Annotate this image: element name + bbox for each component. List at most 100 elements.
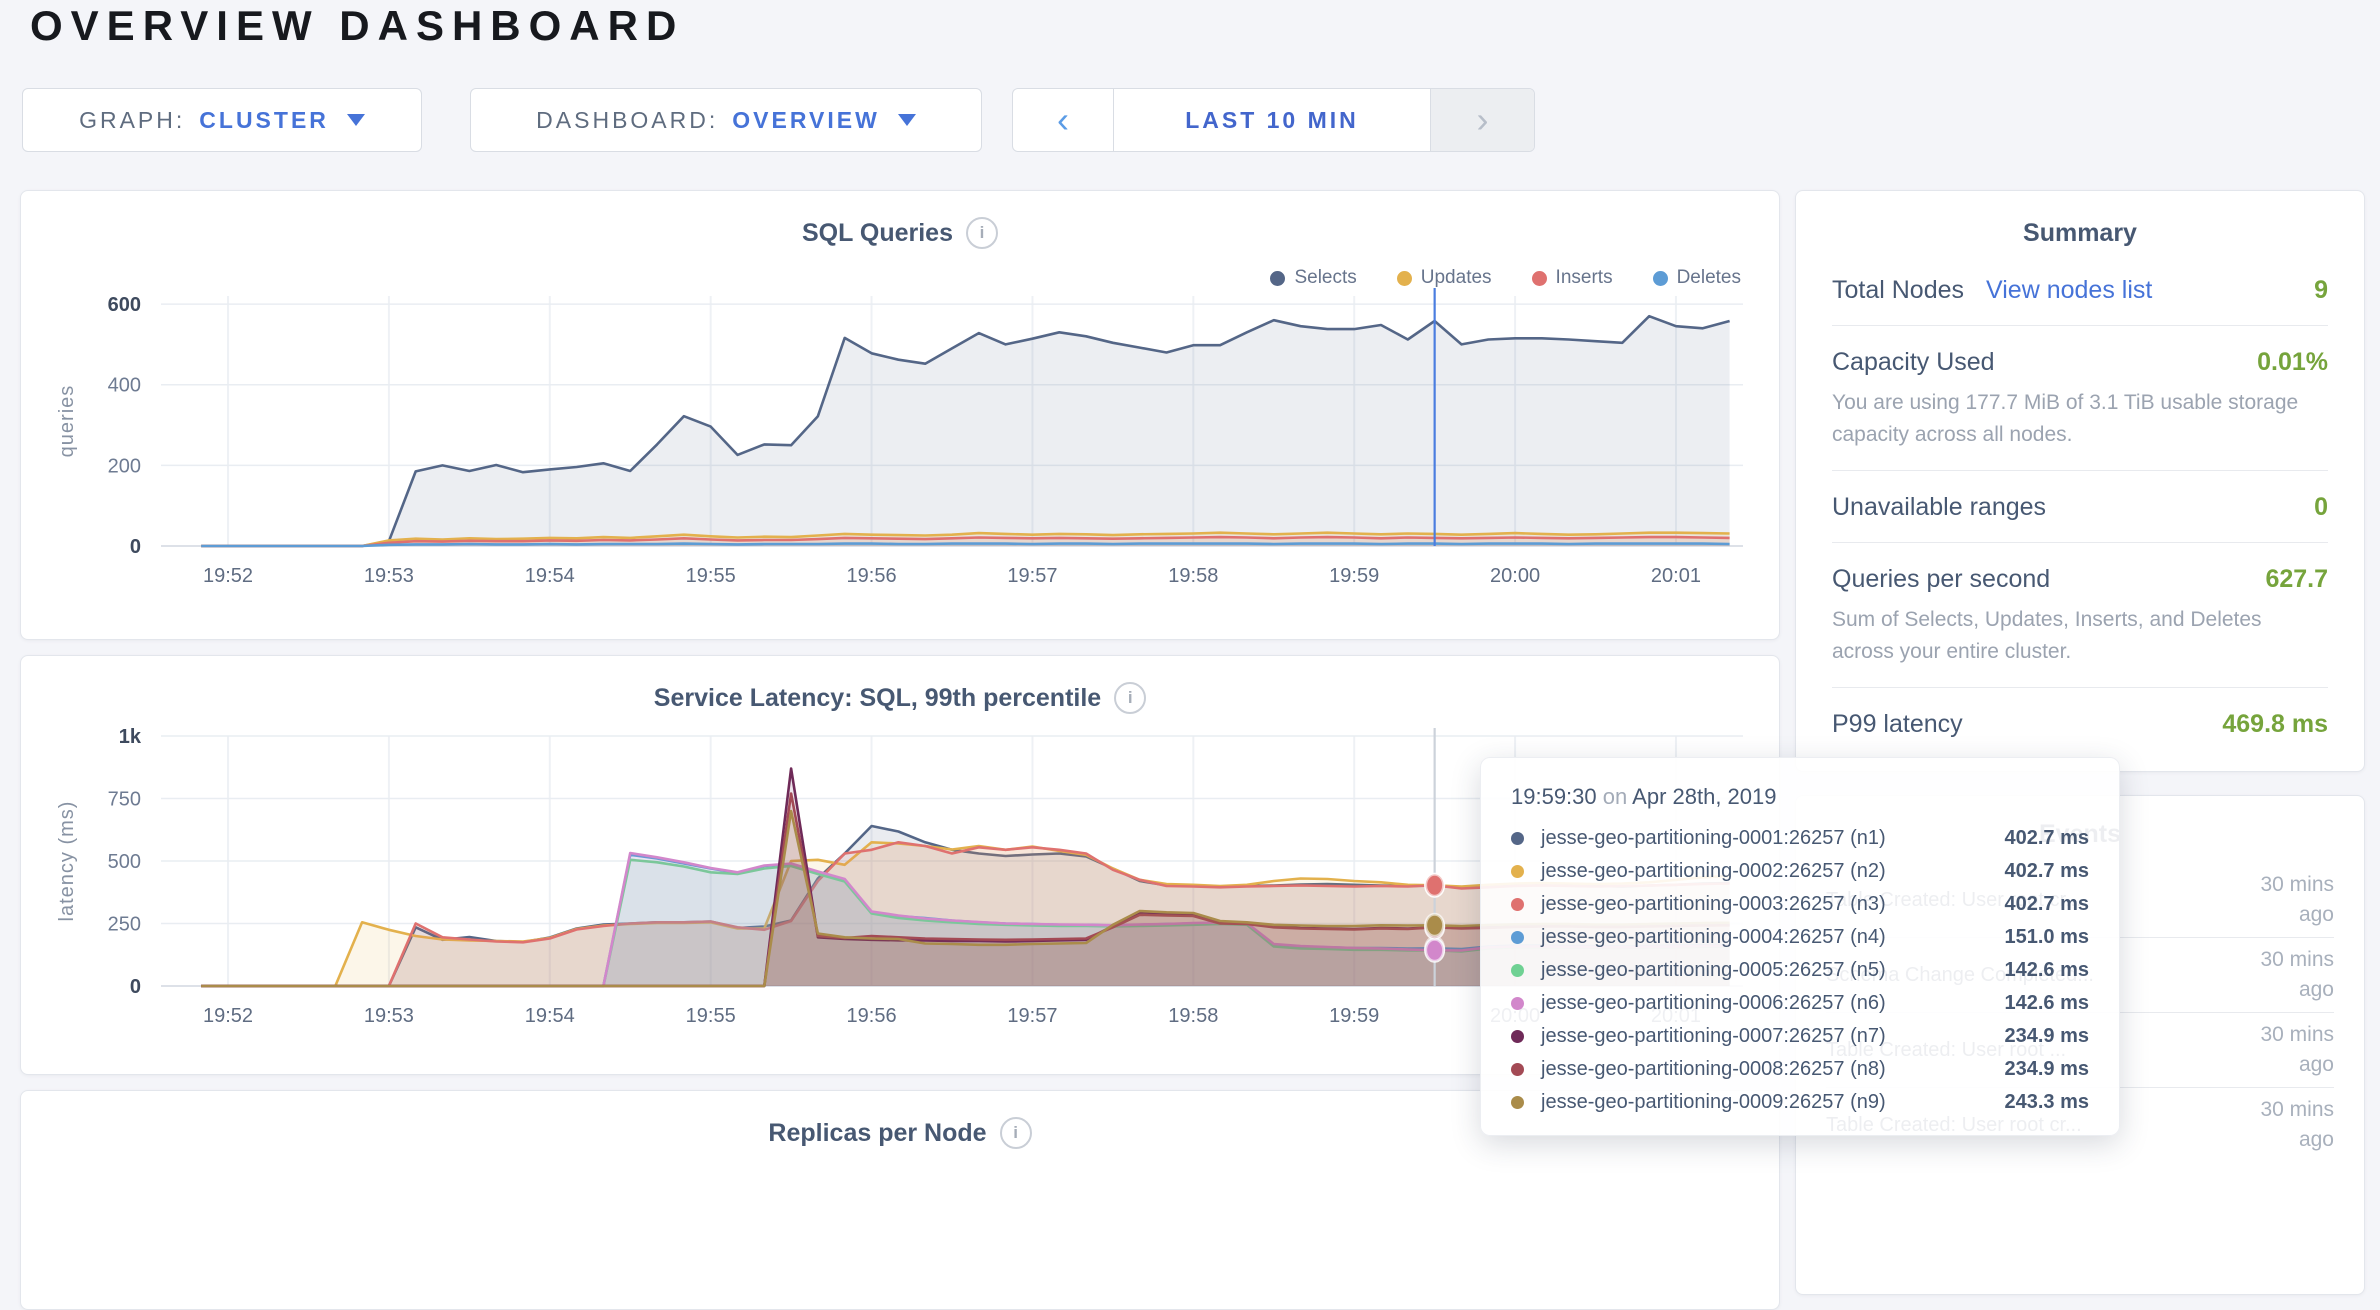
view-nodes-list-link[interactable]: View nodes list <box>1986 276 2153 304</box>
graph-dropdown-value: CLUSTER <box>199 106 329 133</box>
tooltip-node-row: jesse-geo-partitioning-0009:26257 (n9) 24… <box>1511 1086 2089 1119</box>
total-nodes-label: Total Nodes <box>1832 276 1965 304</box>
legend-label: Deletes <box>1676 267 1741 288</box>
chevron-down-icon <box>346 114 365 126</box>
graph-dropdown-label: GRAPH: <box>79 106 186 133</box>
node-color-dot-icon <box>1511 931 1524 944</box>
time-range-prev-button[interactable]: ‹ <box>1013 89 1113 151</box>
node-name: jesse-geo-partitioning-0005:26257 (n5) <box>1541 959 1886 981</box>
legend-dot-icon <box>1396 270 1412 286</box>
tooltip-node-row: jesse-geo-partitioning-0008:26257 (n8) 23… <box>1511 1053 2089 1086</box>
unavailable-ranges-value: 0 <box>2314 493 2328 521</box>
svg-text:200: 200 <box>108 455 141 477</box>
legend-label: Selects <box>1294 267 1357 288</box>
node-name: jesse-geo-partitioning-0001:26257 (n1) <box>1541 827 1886 849</box>
svg-text:0: 0 <box>130 976 141 998</box>
chevron-down-icon <box>897 114 916 126</box>
node-name: jesse-geo-partitioning-0008:26257 (n8) <box>1541 1058 1886 1080</box>
legend-item-updates[interactable]: Updates <box>1396 267 1492 289</box>
svg-text:queries: queries <box>56 385 78 458</box>
overview-dashboard-page: OVERVIEW DASHBOARD GRAPH: CLUSTER DASHBO… <box>20 2 2365 1310</box>
legend-item-inserts[interactable]: Inserts <box>1531 267 1613 289</box>
tooltip-node-row: jesse-geo-partitioning-0006:26257 (n6) 14… <box>1511 987 2089 1020</box>
legend-item-selects[interactable]: Selects <box>1270 267 1357 289</box>
summary-row-total-nodes: Total Nodes View nodes list 9 <box>1832 254 2328 326</box>
time-range-next-button[interactable]: › <box>1430 89 1534 151</box>
node-latency-value: 142.6 ms <box>2004 992 2089 1014</box>
svg-text:19:57: 19:57 <box>1007 1005 1057 1027</box>
time-range-selector: ‹ LAST 10 MIN › <box>1012 88 1535 152</box>
summary-row-unavailable-ranges: Unavailable ranges 0 <box>1832 471 2328 543</box>
svg-text:19:57: 19:57 <box>1007 565 1057 587</box>
service-latency-panel: Service Latency: SQL, 99th percentile i … <box>20 655 1780 1075</box>
capacity-used-value: 0.01% <box>2257 348 2328 376</box>
svg-text:250: 250 <box>108 914 141 936</box>
unavailable-ranges-label: Unavailable ranges <box>1832 493 2047 521</box>
tooltip-node-row: jesse-geo-partitioning-0003:26257 (n3) 40… <box>1511 888 2089 921</box>
replicas-per-node-title: Replicas per Node <box>768 1118 987 1147</box>
chevron-right-icon: › <box>1476 99 1489 140</box>
time-range-dropdown[interactable]: LAST 10 MIN <box>1113 89 1430 151</box>
tooltip-on-word: on <box>1602 784 1628 809</box>
legend-dot-icon <box>1531 270 1547 286</box>
svg-text:19:58: 19:58 <box>1168 565 1218 587</box>
chevron-left-icon: ‹ <box>1057 99 1069 140</box>
svg-text:19:56: 19:56 <box>847 1005 897 1027</box>
svg-text:19:59: 19:59 <box>1329 565 1379 587</box>
event-timestamp: 30 mins ago <box>2260 1097 2334 1151</box>
summary-title: Summary <box>2023 219 2137 247</box>
svg-text:19:58: 19:58 <box>1168 1005 1218 1027</box>
node-name: jesse-geo-partitioning-0007:26257 (n7) <box>1541 1025 1886 1047</box>
svg-text:750: 750 <box>108 789 141 811</box>
node-latency-value: 151.0 ms <box>2004 926 2089 948</box>
queries-per-second-value: 627.7 <box>2265 565 2328 593</box>
svg-text:19:54: 19:54 <box>525 1005 575 1027</box>
legend-item-deletes[interactable]: Deletes <box>1652 267 1741 289</box>
tooltip-date: Apr 28th, 2019 <box>1632 784 1777 809</box>
summary-card: Summary Total Nodes View nodes list 9 Ca… <box>1795 190 2365 772</box>
sql-queries-title: SQL Queries <box>802 218 953 247</box>
svg-text:500: 500 <box>108 851 141 873</box>
node-color-dot-icon <box>1511 865 1524 878</box>
node-color-dot-icon <box>1511 832 1524 845</box>
dashboard-dropdown[interactable]: DASHBOARD: OVERVIEW <box>470 88 982 152</box>
graph-dropdown[interactable]: GRAPH: CLUSTER <box>22 88 422 152</box>
info-icon[interactable]: i <box>999 1117 1032 1149</box>
sql-queries-legend: Selects Updates Inserts Deletes <box>1270 267 1741 289</box>
svg-text:400: 400 <box>108 375 141 397</box>
svg-text:latency (ms): latency (ms) <box>56 801 78 922</box>
service-latency-title: Service Latency: SQL, 99th percentile <box>653 683 1102 712</box>
node-color-dot-icon <box>1511 1096 1524 1109</box>
dashboard-dropdown-value: OVERVIEW <box>732 106 880 133</box>
info-icon[interactable]: i <box>966 217 998 249</box>
event-timestamp: 30 mins ago <box>2260 872 2334 926</box>
node-color-dot-icon <box>1511 1063 1524 1076</box>
info-icon[interactable]: i <box>1114 682 1147 714</box>
capacity-used-description: You are using 177.7 MiB of 3.1 TiB usabl… <box>1832 391 2299 446</box>
tooltip-time: 19:59:30 <box>1511 784 1597 809</box>
queries-per-second-label: Queries per second <box>1832 565 2051 593</box>
svg-text:19:55: 19:55 <box>686 565 736 587</box>
svg-text:0: 0 <box>130 536 141 558</box>
sql-queries-chart[interactable]: 19:52 19:53 19:54 19:55 19:56 19:57 19:58 19:59… <box>21 276 1779 616</box>
svg-text:19:53: 19:53 <box>364 1005 414 1027</box>
sql-queries-panel: SQL Queries i Selects Updates Inserts Delet… <box>20 190 1780 640</box>
summary-row-capacity-used: Capacity Used 0.01% You are using 177.7 … <box>1832 326 2328 471</box>
p99-latency-label: P99 latency <box>1832 710 1963 738</box>
svg-text:19:59: 19:59 <box>1329 1005 1379 1027</box>
node-latency-value: 234.9 ms <box>2004 1058 2089 1080</box>
event-timestamp: 30 mins ago <box>2260 1022 2334 1076</box>
node-name: jesse-geo-partitioning-0002:26257 (n2) <box>1541 860 1886 882</box>
node-color-dot-icon <box>1511 964 1524 977</box>
tooltip-node-row: jesse-geo-partitioning-0004:26257 (n4) 15… <box>1511 921 2089 954</box>
svg-text:1k: 1k <box>119 726 142 748</box>
node-latency-value: 243.3 ms <box>2004 1091 2089 1113</box>
summary-row-queries-per-second: Queries per second 627.7 Sum of Selects,… <box>1832 543 2328 688</box>
service-latency-chart[interactable]: 19:52 19:53 19:54 19:55 19:56 19:57 19:58 19:59… <box>21 714 1779 1064</box>
legend-label: Updates <box>1420 267 1492 288</box>
node-latency-value: 402.7 ms <box>2004 893 2089 915</box>
svg-text:20:00: 20:00 <box>1490 565 1540 587</box>
chart-hover-tooltip: 19:59:30 on Apr 28th, 2019 jesse-geo-par… <box>1480 757 2120 1136</box>
tooltip-timestamp: 19:59:30 on Apr 28th, 2019 <box>1511 784 2089 810</box>
dashboard-dropdown-label: DASHBOARD: <box>536 106 719 133</box>
